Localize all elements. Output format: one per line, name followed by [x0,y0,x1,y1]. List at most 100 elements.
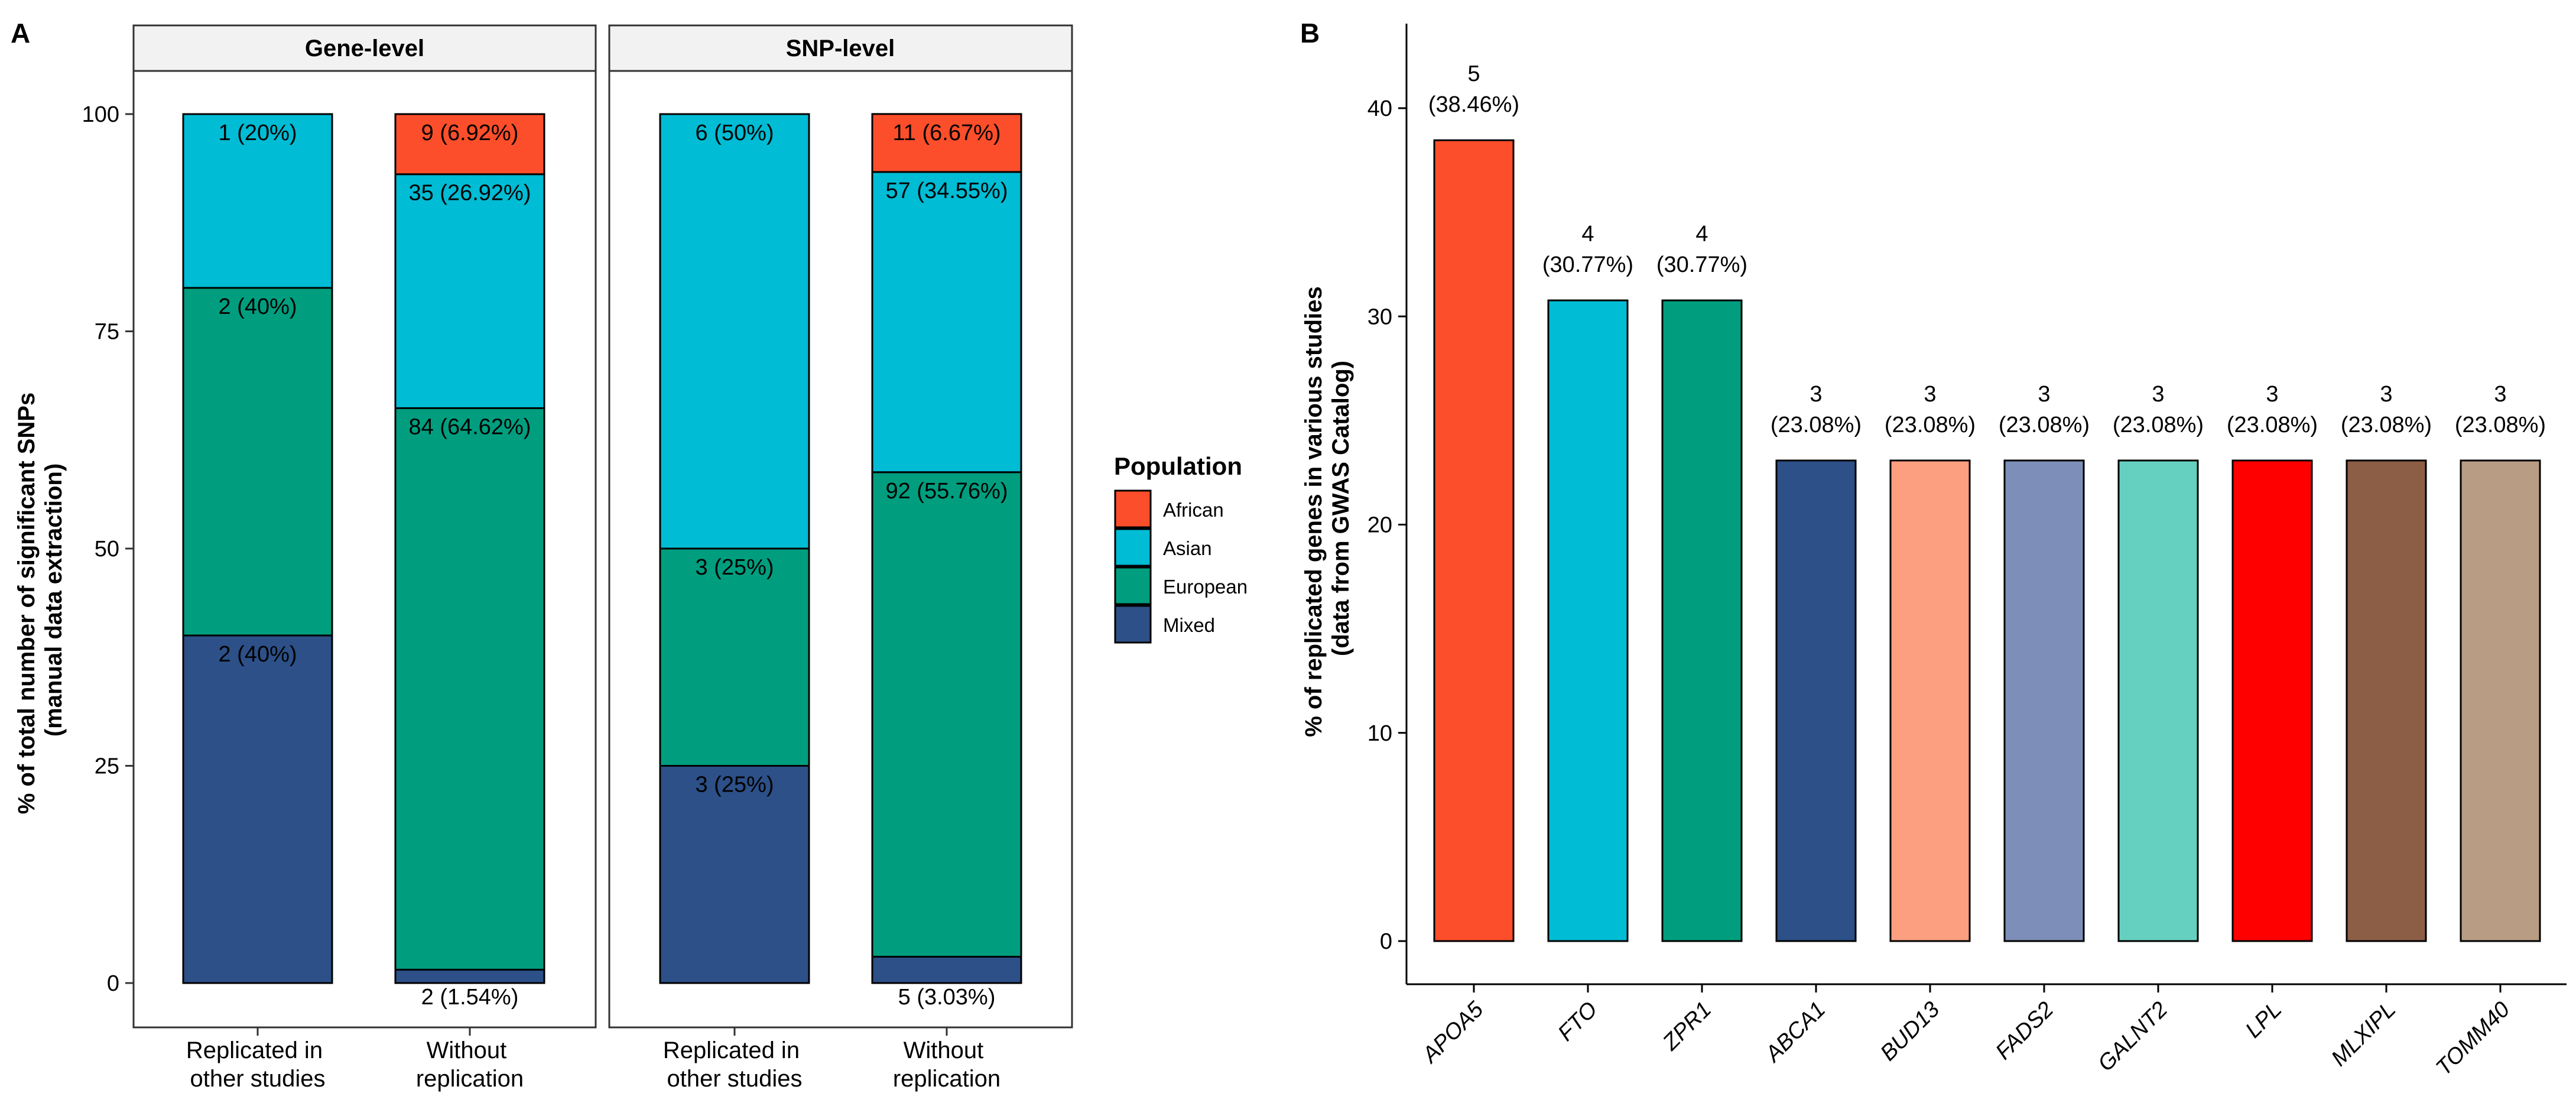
bar-segment-asian [394,173,545,409]
bar-count-label: 5 [1467,61,1480,86]
bar-value-label: 2 (40%) [218,294,297,319]
bar-fto [1547,299,1629,942]
bar-segment-mixed [659,765,810,984]
y-tick-label: 25 [95,754,119,779]
panel-letter-a: A [11,18,30,48]
panel-a-y-axis-title-line2: (manual data extraction) [41,463,67,737]
bar-count-label: 3 [1810,382,1822,407]
x-tick-label-line2: replication [893,1066,1000,1092]
panel-a-y-axis-title-line1: % of total number of significant SNPs [14,393,40,814]
bar-apoa5 [1433,139,1515,942]
legend-key-african [1114,489,1152,528]
bar-value-label: 1 (20%) [218,121,297,145]
x-tick-label: Replicated in other studies [186,1037,329,1092]
bar-segment-european [182,287,333,637]
y-tick-label: 0 [1380,929,1392,954]
bar-value-label: 2 (40%) [218,642,297,667]
bar-segment-european [659,547,810,767]
facet-title: SNP-level [786,35,895,61]
bar-count-label: 3 [2152,382,2164,407]
bar-segment-asian [182,113,333,289]
legend-key-european [1114,566,1152,605]
x-tick-label-line1: Replicated in [663,1037,800,1063]
facet-strip [132,24,597,72]
panel-a-y-axis-title: % of total number of significant SNPs (m… [14,386,67,815]
y-tick-label: 75 [95,320,119,345]
legend-title: Population [1114,452,1242,480]
bar-count-label: 4 [1581,222,1594,247]
bar-percent-label: (23.08%) [1885,413,1976,437]
bar-percent-label: (30.77%) [1656,252,1747,277]
bar-count-label: 3 [2266,382,2278,407]
legend-label-mixed: Mixed [1163,614,1215,636]
bar-count-label: 3 [2494,382,2506,407]
bar-percent-label: (38.46%) [1428,92,1519,117]
bar-zpr1 [1661,299,1743,942]
bar-lpl [2231,459,2313,942]
bar-mlxipl [2346,459,2427,942]
bar-count-label: 3 [2380,382,2392,407]
bar-value-label: 5 (3.03%) [898,985,996,1010]
bar-value-label: 3 (25%) [695,773,774,797]
x-tick-label-line1: Replicated in [186,1037,323,1063]
bar-value-label: 6 (50%) [695,121,774,145]
bar-value-label: 84 (64.62%) [408,414,531,439]
panel-a-y-axis: 0 25 50 75 100 [82,102,948,1036]
x-tick-label: Without replication [893,1037,1000,1092]
stacked-bars: 2 (40%) 2 (40%) 1 (20%) 2 (1.54%) 84 (64.62%… [182,113,545,1010]
bar-value-label: 35 (26.92%) [408,181,531,206]
facet-gene-level: Gene-level 2 (40%) 2 (40%) 1 (20%) 2 (1.54%… [132,24,597,1092]
bar-segment-european [394,407,545,971]
bar-segment-european [871,471,1022,958]
bar-count-label: 3 [1924,382,1936,407]
y-tick-label: 0 [107,971,119,996]
y-tick-label: 50 [95,537,119,562]
bar-segment-asian [871,171,1022,473]
bar-segment-asian [659,113,810,550]
panel-b-y-axis-title-line1: % of replicated genes in various studies [1301,286,1327,737]
bar-fads2 [2003,459,2085,942]
bar-percent-label: (23.08%) [1999,413,2090,437]
y-tick-label: 30 [1367,304,1392,329]
bar-abca1 [1775,459,1857,942]
facet-snp-level: SNP-level 3 (25%) 3 (25%) 6 (50%) 5 (3.03%)… [608,24,1073,1092]
y-tick-label: 10 [1367,721,1392,746]
bar-value-label: 2 (1.54%) [421,985,519,1010]
bar-segment-african [871,113,1022,173]
y-tick-label: 20 [1367,513,1392,538]
x-tick-label: Replicated in other studies [663,1037,806,1092]
stacked-bars: 3 (25%) 3 (25%) 6 (50%) 5 (3.03%) 92 (55.76%… [659,113,1022,1010]
bar-value-label: 92 (55.76%) [885,479,1008,504]
bar-percent-label: (23.08%) [2227,413,2318,437]
panel-letter-b: B [1300,18,1320,48]
y-tick-label: 100 [82,102,119,127]
bar-value-label: 11 (6.67%) [892,121,1000,145]
y-tick-label: 40 [1367,96,1392,121]
bar-tomm40 [2460,459,2541,942]
bar-segment-mixed [394,968,545,984]
legend-label-asian: Asian [1163,537,1212,559]
legend-key-asian [1114,528,1152,567]
bar-percent-label: (23.08%) [2341,413,2432,437]
legend-label-european: European [1163,576,1248,598]
x-tick-label-line1: Without [904,1037,984,1063]
bar-percent-label: (23.08%) [2113,413,2204,437]
bar-segment-mixed [871,955,1022,984]
panel-b-y-axis-title: % of replicated genes in various studies… [1301,280,1354,737]
bar-segment-mixed [182,634,333,984]
legend-key-mixed [1114,605,1152,644]
bar-count-label: 3 [2038,382,2050,407]
bar-bud13 [1889,459,1971,942]
bar-percent-label: (23.08%) [1771,413,1862,437]
bar-segment-african [394,113,545,176]
legend: Population African Asian European Mixed [1114,452,1248,644]
bar-value-label: 3 (25%) [695,555,774,580]
x-tick-label-line2: other studies [190,1066,325,1092]
bar-value-label: 57 (34.55%) [885,179,1008,203]
facet-strip [608,24,1073,72]
bar-percent-label: (30.77%) [1542,252,1633,277]
bar-percent-label: (23.08%) [2455,413,2546,437]
panel-b-y-axis-title-line2: (data from GWAS Catalog) [1328,361,1354,656]
x-tick-label-line1: Without [427,1037,507,1063]
